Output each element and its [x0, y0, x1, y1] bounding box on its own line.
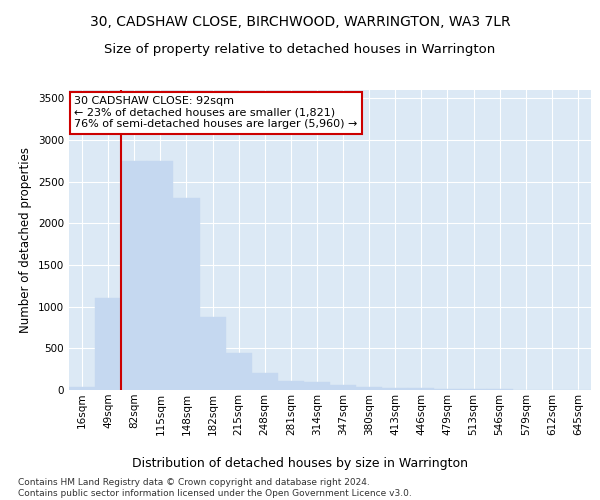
- Bar: [69, 386, 95, 390]
- Bar: [121, 161, 148, 390]
- Bar: [95, 298, 121, 390]
- Text: 30 CADSHAW CLOSE: 92sqm
← 23% of detached houses are smaller (1,821)
76% of semi: 30 CADSHAW CLOSE: 92sqm ← 23% of detache…: [74, 96, 358, 129]
- Bar: [304, 382, 330, 390]
- Text: Distribution of detached houses by size in Warrington: Distribution of detached houses by size …: [132, 458, 468, 470]
- Text: 30, CADSHAW CLOSE, BIRCHWOOD, WARRINGTON, WA3 7LR: 30, CADSHAW CLOSE, BIRCHWOOD, WARRINGTON…: [89, 15, 511, 29]
- Text: Size of property relative to detached houses in Warrington: Size of property relative to detached ho…: [104, 42, 496, 56]
- Bar: [330, 386, 356, 390]
- Bar: [434, 389, 461, 390]
- Bar: [382, 388, 409, 390]
- Y-axis label: Number of detached properties: Number of detached properties: [19, 147, 32, 333]
- Bar: [173, 198, 199, 390]
- Bar: [252, 374, 278, 390]
- Text: Contains HM Land Registry data © Crown copyright and database right 2024.
Contai: Contains HM Land Registry data © Crown c…: [18, 478, 412, 498]
- Bar: [461, 389, 487, 390]
- Bar: [226, 354, 252, 390]
- Bar: [278, 381, 304, 390]
- Bar: [409, 388, 434, 390]
- Bar: [356, 386, 382, 390]
- Bar: [148, 161, 173, 390]
- Bar: [199, 316, 226, 390]
